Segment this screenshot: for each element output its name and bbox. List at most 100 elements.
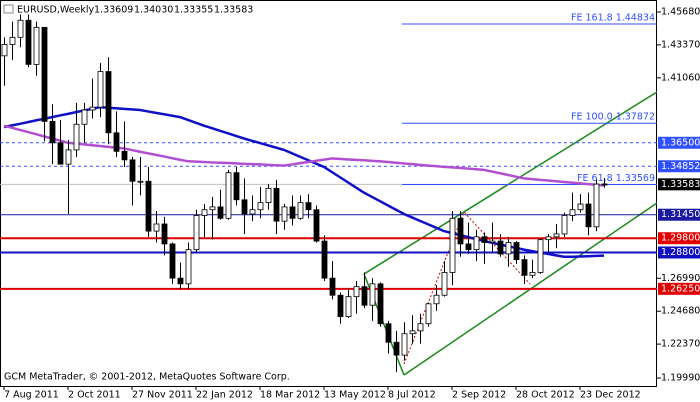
candle-body [177,277,184,285]
candle-body [321,240,328,279]
candle-body [137,180,144,183]
candle-body [529,272,536,276]
y-tick-label: 1.45680 [661,6,700,17]
series-layer [0,14,657,373]
candle-body [249,209,256,215]
candle-body [489,240,496,243]
candle-body [417,323,424,332]
candle-body [65,149,72,165]
candle-body [265,187,272,204]
y-tick-label: 1.19990 [661,373,700,384]
candle-body [57,142,64,165]
candle-body [457,217,464,245]
candle-body [145,180,152,232]
candle-body [593,183,600,228]
candle-body [337,294,344,318]
candle-body [481,236,488,243]
candle-body [281,206,288,222]
candle-body [1,44,8,57]
candle-body [473,236,480,251]
candle-body [217,206,224,219]
candle-body [105,71,112,134]
candle-body [425,303,432,325]
x-tick-label: 22 Jan 2012 [196,390,253,401]
candle-body [113,132,120,152]
candle-body [513,242,520,261]
y-tick-label: 1.43370 [661,39,700,50]
candle-body [17,19,24,38]
x-tick-label: 8 Jul 2012 [388,390,436,401]
header-open: 1.33609 [94,5,133,16]
candle-body [33,26,40,65]
candle-body [409,330,416,335]
x-tick-label: 28 Oct 2012 [516,390,575,401]
fib-label: FE 161.8 1.44834 [571,13,655,24]
level-label-box [658,246,700,259]
candle-body [441,272,448,296]
plot-frame [0,0,657,387]
candle-body [73,123,80,151]
candle-body [297,202,304,219]
candle-body [153,223,160,232]
x-tick-label: 7 Aug 2011 [4,390,59,401]
candle-body [9,36,16,45]
candle-body [449,217,456,273]
level-label: 1.36500 [661,137,700,148]
candle-body [185,249,192,285]
fib-label: FE 61.8 1.33569 [577,173,655,184]
candle-body [553,233,560,238]
x-tick-label: 23 Dec 2012 [580,390,641,401]
candle-body [577,203,584,211]
candle-body [385,323,392,343]
candle-body [585,203,592,228]
x-tick-label: 18 Mar 2012 [260,390,320,401]
level-label-box [658,208,700,221]
x-tick-label: 27 Nov 2011 [132,390,193,401]
candle-body [233,172,240,201]
level-label: 1.29800 [661,233,700,244]
candle-body [97,71,104,108]
candle-body [401,333,408,356]
candle-body [41,26,48,122]
level-label: 1.33583 [661,179,700,190]
candle-body [49,120,56,144]
candle-body [505,242,512,255]
candle-body [353,286,360,298]
candle-body [497,240,504,255]
header-low: 1.33355 [174,5,213,16]
header-high: 1.34030 [134,5,173,16]
candle-body [169,243,176,279]
candle-body [81,109,88,125]
candle-body [561,215,568,235]
level-label-box [658,282,700,295]
level-label-box [658,178,700,191]
candle-body [273,187,280,222]
candle-body [89,106,96,111]
level-label-box [658,136,700,149]
y-tick-label: 1.41060 [661,72,700,83]
level-label: 1.26250 [661,283,700,294]
candle-body [121,150,128,161]
level-label: 1.34852 [661,161,700,172]
candle-body [289,206,296,219]
candle-body [377,283,384,325]
moving-average [3,124,605,187]
x-tick-label: 13 May 2012 [324,390,386,401]
candle-body [225,172,232,219]
y-tick-label: 1.22370 [661,339,700,350]
candle-body [161,223,168,245]
header-close: 1.33583 [214,5,253,16]
candle-body [201,209,208,216]
candle-body [241,199,248,215]
candle-body [329,277,336,296]
level-label-box [658,160,700,173]
channel-upper [363,91,658,275]
y-tick-label: 1.26990 [661,273,700,284]
candle-body [257,202,264,211]
candle-body [129,159,136,182]
copyright: GCM MetaTrader, © 2001-2012, MetaQuotes … [4,372,290,383]
fib-label: FE 100.0 1.37872 [571,112,655,123]
symbol-icon [3,4,14,14]
candle-body [521,259,528,276]
chart-title: EURUSD,Weekly [17,5,95,16]
